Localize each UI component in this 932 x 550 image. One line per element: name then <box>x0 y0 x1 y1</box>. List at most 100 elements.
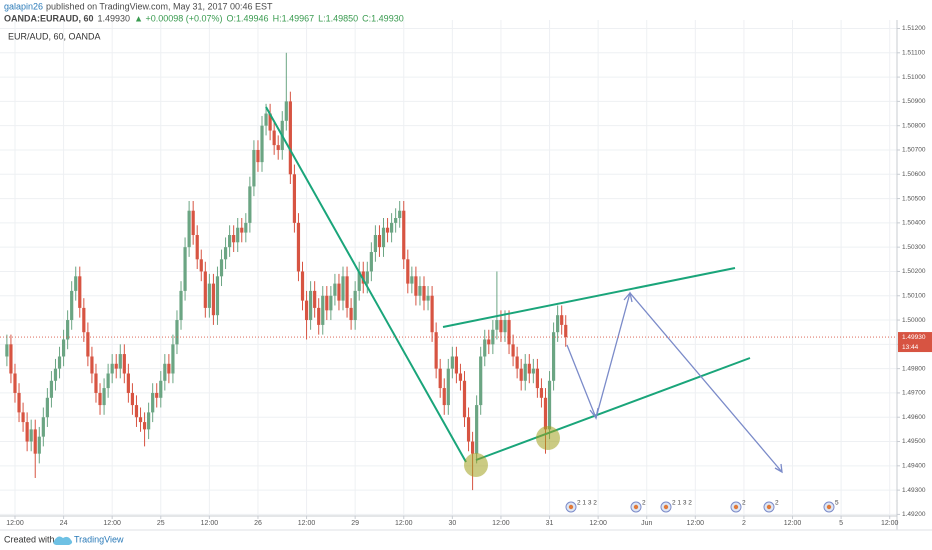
candle-body <box>211 283 216 316</box>
x-tick-label: 12:00 <box>298 520 316 527</box>
candle-body <box>410 276 414 284</box>
event-label: 2 1 3 2 <box>672 500 692 507</box>
candle-body <box>53 368 58 381</box>
x-tick-label: 26 <box>254 520 262 527</box>
candle-body <box>126 373 130 393</box>
candle-body <box>191 210 195 236</box>
candle-body <box>114 363 118 369</box>
y-tick-label: 1.50000 <box>902 317 926 324</box>
event-icon-dot <box>733 504 739 510</box>
event-label: 2 <box>642 500 646 507</box>
candle-body <box>70 290 74 321</box>
candle-body <box>215 276 220 316</box>
candle-body <box>422 286 426 301</box>
candle-body <box>361 271 365 284</box>
events: 2 1 3 2 2 2 1 3 2 2 2 5 <box>565 500 839 513</box>
candle-body <box>462 380 467 418</box>
x-tick-label: 12:00 <box>589 520 607 527</box>
candle-body <box>442 388 446 406</box>
y-tick-label: 1.50600 <box>902 171 926 178</box>
candle-body <box>507 320 511 345</box>
candle-body <box>446 368 450 406</box>
candle-body <box>187 210 191 248</box>
high: H:1.49967 <box>273 13 315 23</box>
candle-body <box>37 436 41 454</box>
candle-body <box>519 368 523 381</box>
y-tick-label: 1.49600 <box>902 414 926 421</box>
arrow-head <box>774 463 783 474</box>
y-tick-label: 1.50400 <box>902 220 926 227</box>
footer-brand[interactable]: TradingView <box>74 534 124 544</box>
author[interactable]: galapin26 <box>4 1 43 11</box>
change: ▲ +0.00098 (+0.07%) <box>134 13 222 23</box>
candle-body <box>207 283 211 308</box>
candle-body <box>223 247 228 260</box>
candle-body <box>118 354 122 369</box>
symbol-line: OANDA:EURAUD, 60 1.49930 ▲ +0.00098 (+0.… <box>4 13 404 23</box>
candle-body <box>256 149 260 163</box>
candle-body <box>45 397 49 418</box>
candle-body <box>272 130 276 146</box>
event-label: 2 <box>742 500 746 507</box>
projection-path <box>566 291 783 473</box>
candle-body <box>78 276 82 308</box>
candle-body <box>29 429 33 442</box>
candle-body <box>41 417 45 437</box>
x-tick-label: 12:00 <box>103 520 121 527</box>
x-tick-label: 5 <box>839 520 843 527</box>
x-tick-label: 25 <box>157 520 165 527</box>
candle-body <box>151 392 155 413</box>
candle-body <box>317 307 321 325</box>
x-tick-label: 12:00 <box>6 520 24 527</box>
candle-body <box>515 356 519 369</box>
candle-body <box>539 388 544 398</box>
open: O:1.49946 <box>227 13 269 23</box>
candle-body <box>110 363 114 374</box>
candle-body <box>450 356 454 369</box>
candle-body <box>402 210 406 260</box>
candle-body <box>268 113 272 131</box>
candle-body <box>495 320 499 330</box>
candle-body <box>171 344 175 374</box>
candle-body <box>17 392 21 413</box>
candle-body <box>300 271 305 301</box>
x-tick-label: 12:00 <box>201 520 219 527</box>
candle-body <box>365 271 369 284</box>
y-tick-label: 1.49400 <box>902 463 926 470</box>
candle-body <box>357 271 361 291</box>
candle-body <box>325 295 329 311</box>
candle-body <box>199 259 203 272</box>
candle-body <box>304 300 309 321</box>
candle-body <box>556 315 560 333</box>
x-tick-label: 12:00 <box>881 520 899 527</box>
candle-body <box>288 101 292 175</box>
candle-body <box>564 324 568 338</box>
candle-body <box>458 373 463 381</box>
published: published on TradingView.com, May 31, 20… <box>46 1 273 11</box>
candle-body <box>264 113 268 126</box>
candle-body <box>276 145 280 150</box>
event-icon-dot <box>633 504 639 510</box>
x-tick-label: 12:00 <box>784 520 802 527</box>
candle-body <box>466 417 471 442</box>
candle-body <box>296 222 301 272</box>
candle-body <box>475 405 479 454</box>
candle-body <box>33 429 37 454</box>
candle-body <box>61 339 66 357</box>
x-tick-label: 2 <box>742 520 746 527</box>
last-price-label: 1.49930 <box>902 334 926 341</box>
candle-body <box>179 290 183 321</box>
candle-body <box>394 218 398 223</box>
candle-body <box>21 412 25 423</box>
candle-body <box>337 283 341 301</box>
candle-body <box>9 344 13 374</box>
trend-line <box>475 357 751 461</box>
candle-body <box>527 363 531 374</box>
y-tick-label: 1.49200 <box>902 511 926 518</box>
x-tick-label: 12:00 <box>492 520 510 527</box>
candle-body <box>94 373 98 393</box>
y-tick-label: 1.50700 <box>902 147 926 154</box>
candles <box>5 52 568 491</box>
event-label: 2 1 3 2 <box>577 500 597 507</box>
